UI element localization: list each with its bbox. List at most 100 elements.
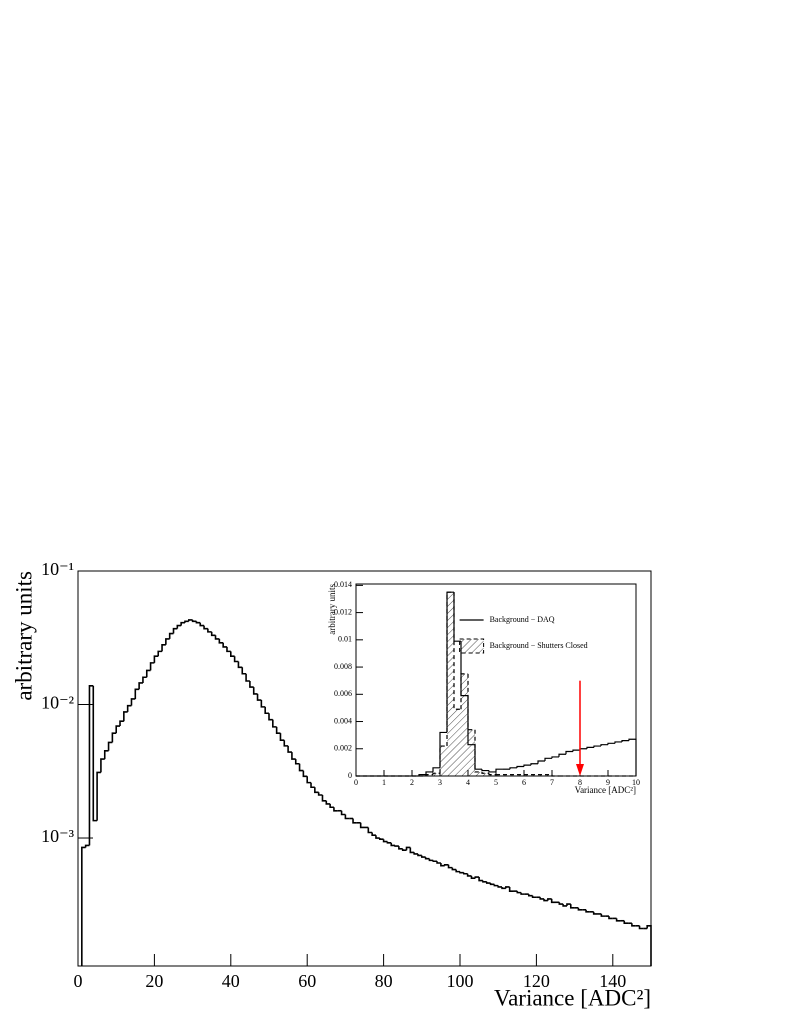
bin-step [260,700,266,708]
bar-hatch [503,774,510,776]
bin-step [81,846,86,966]
legend-swatch [459,638,485,654]
bin-step [230,651,235,658]
bin-step [100,758,105,773]
x-tick-label: 2 [410,778,414,787]
bin-step [505,886,510,889]
bar-hatch [538,774,545,776]
bin-step [405,846,411,851]
bin-step [565,750,573,755]
bin-step [272,719,277,728]
bin-step [451,867,457,871]
x-tick-label: 8 [578,778,582,787]
bin-step [378,838,384,840]
bar-hatch [461,673,468,776]
bin-step [539,897,545,900]
y-axis-label: arbitrary units [11,571,36,701]
bin-step [569,904,575,909]
x-tick-label: 120 [523,971,550,991]
bin-step [638,925,644,930]
bin-step [566,903,571,906]
x-tick-label: 60 [298,971,316,991]
bin-step [344,814,350,820]
bin-step [252,687,258,695]
bin-step [398,846,403,850]
bin-step [359,822,365,829]
bin-step [375,835,380,839]
bin-step [241,667,247,675]
bin-step [218,638,224,644]
bin-step [551,756,559,759]
bin-step [592,911,598,915]
x-tick-label: 140 [599,971,626,991]
plot-frame [77,570,652,967]
bin-step [600,744,608,747]
bin-step [134,688,140,699]
x-axis-label: Variance [ADC²] [575,785,636,795]
bin-step [279,733,285,742]
bin-step [424,857,430,860]
bin-step [187,619,193,622]
bin-step [130,698,136,706]
x-tick-label: 6 [522,778,526,787]
bin-step [531,895,537,899]
y-tick-label: 0 [348,771,352,780]
y-tick-label: 0.004 [334,716,352,725]
bar-hatch [475,771,482,776]
bin-step [233,656,239,663]
bar-hatch [510,774,517,776]
bin-step [497,885,503,888]
x-tick-label: 9 [606,778,610,787]
bin-step [516,765,524,768]
bin-step [207,628,212,633]
bin-step [352,818,357,824]
bin-step [184,620,189,623]
bin-step [123,711,128,722]
bin-step [501,886,506,890]
bin-step [607,742,615,745]
bin-step [547,898,552,901]
bin-step [268,713,273,721]
bin-step [153,655,159,663]
bin-step [460,673,468,710]
bin-step [92,685,98,822]
bin-step [203,625,208,630]
bin-step [329,803,334,809]
bin-step [306,776,312,784]
bin-step [470,875,476,880]
bin-step [176,624,182,629]
bin-step [481,771,489,774]
bin-step [294,759,300,765]
bin-step [119,720,124,727]
bin-step [172,627,178,634]
bin-step [314,787,319,794]
bin-step [474,729,482,773]
x-tick-label: 0 [354,778,358,787]
bin-step [325,800,331,805]
bin-step [488,773,496,776]
bar-hatch [524,774,531,776]
bin-step [474,876,480,879]
bin-step [421,855,426,858]
bin-step [317,792,323,796]
bin-step [489,883,495,886]
bin-step [115,725,121,734]
bin-step [439,745,447,774]
bin-step [321,794,327,802]
bin-step [562,904,567,907]
bin-step [544,757,552,762]
plot-frame-bg [356,584,636,776]
plot: 0 1 2 3 4 5 6 7 8 9 10 0 0.002 0.004 0.006 0.008 0.01 0.0… [327,580,640,795]
bin-step [409,847,415,854]
bin-step [572,749,580,752]
bin-step [107,741,113,751]
bin-step [453,592,461,710]
bin-step [520,892,525,895]
x-tick-label: 5 [494,778,498,787]
y-tick-label: 0.012 [334,607,352,616]
bin-step [145,669,151,678]
bin-step [455,869,460,873]
bin-step [466,873,472,877]
bar-hatch [454,709,461,776]
y-tick-label: 10⁻¹ [41,559,74,579]
